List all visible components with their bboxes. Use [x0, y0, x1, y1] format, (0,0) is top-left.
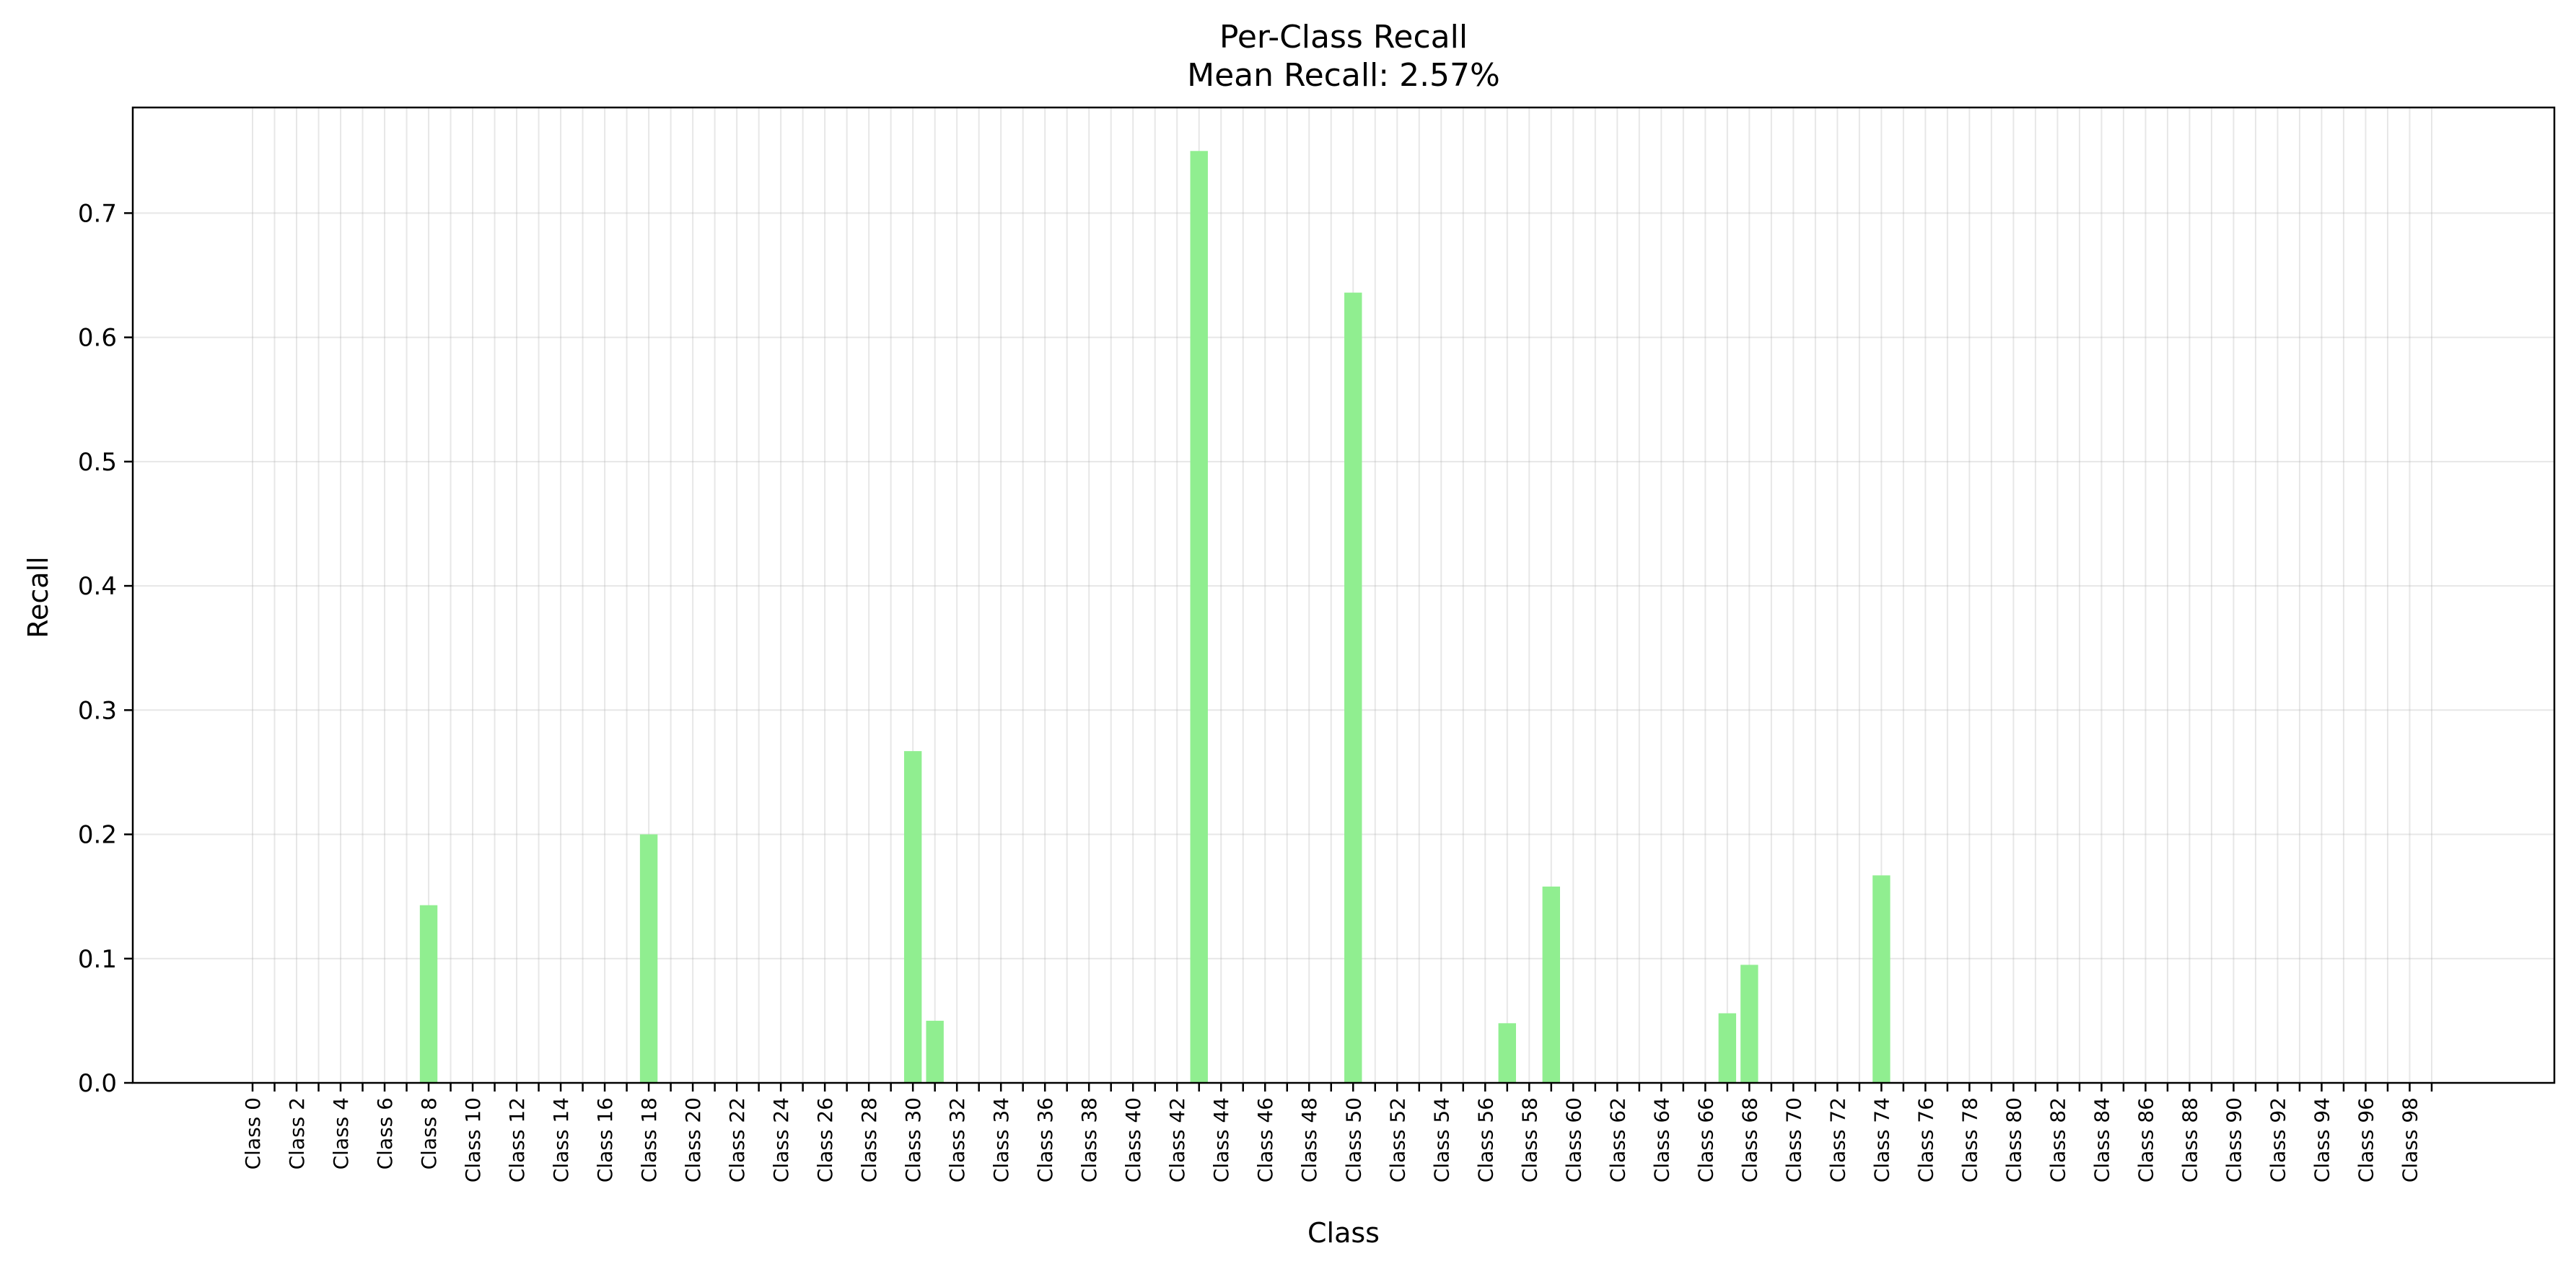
bar-class-74 — [1872, 875, 1891, 1083]
plot-frame — [131, 106, 2556, 1084]
x-tick-label: Class 48 — [1297, 1097, 1321, 1182]
x-tick-label: Class 58 — [1517, 1097, 1541, 1182]
bar-class-8 — [419, 905, 438, 1083]
x-axis: Class 0 Class 2 Class 4 Class 6 Class 8 Class… — [241, 1083, 2433, 1182]
x-tick-label: Class 92 — [2266, 1097, 2290, 1182]
x-tick-label: Class 30 — [901, 1097, 925, 1182]
x-tick-label: Class 26 — [813, 1097, 837, 1182]
x-tick-label: Class 0 — [241, 1097, 265, 1169]
x-tick-label: Class 8 — [417, 1097, 441, 1169]
x-tick-label: Class 4 — [329, 1097, 353, 1169]
x-tick-label: Class 28 — [857, 1097, 881, 1182]
x-tick-label: Class 78 — [1958, 1097, 1981, 1182]
bar-class-43 — [1190, 151, 1208, 1083]
x-tick-label: Class 14 — [549, 1097, 573, 1182]
x-tick-label: Class 86 — [2134, 1097, 2157, 1182]
y-tick-label: 0.7 — [78, 199, 117, 228]
x-tick-label: Class 96 — [2354, 1097, 2378, 1182]
x-tick-label: Class 60 — [1561, 1097, 1585, 1182]
x-tick-label: Class 68 — [1738, 1097, 1761, 1182]
x-tick-label: Class 72 — [1826, 1097, 1849, 1182]
x-tick-label: Class 82 — [2046, 1097, 2069, 1182]
x-tick-label: Class 98 — [2398, 1097, 2422, 1182]
x-tick-label: Class 32 — [945, 1097, 969, 1182]
y-tick-label: 0.6 — [78, 324, 117, 353]
x-tick-label: Class 88 — [2178, 1097, 2202, 1182]
y-tick-label: 0.5 — [78, 448, 117, 477]
x-tick-label: Class 70 — [1782, 1097, 1805, 1182]
x-tick-label: Class 90 — [2222, 1097, 2246, 1182]
x-tick-label: Class 66 — [1694, 1097, 1717, 1182]
x-tick-label: Class 24 — [769, 1097, 793, 1182]
bar-class-59 — [1542, 886, 1560, 1083]
x-tick-label: Class 10 — [461, 1097, 485, 1182]
x-tick-label: Class 74 — [1870, 1097, 1893, 1182]
x-tick-label: Class 2 — [285, 1097, 309, 1169]
bar-layer — [419, 151, 1891, 1084]
x-tick-label: Class 64 — [1650, 1097, 1673, 1182]
y-tick-label: 0.2 — [78, 821, 117, 850]
y-tick-label: 0.3 — [78, 696, 117, 725]
x-tick-label: Class 56 — [1473, 1097, 1497, 1182]
x-tick-label: Class 18 — [637, 1097, 661, 1182]
bar-class-18 — [639, 834, 658, 1083]
bar-class-30 — [903, 751, 922, 1083]
bar-class-50 — [1344, 292, 1362, 1084]
x-tick-label: Class 12 — [505, 1097, 529, 1182]
x-tick-label: Class 16 — [593, 1097, 617, 1182]
x-tick-label: Class 20 — [681, 1097, 705, 1182]
x-tick-label: Class 6 — [373, 1097, 397, 1169]
x-tick-label: Class 36 — [1033, 1097, 1057, 1182]
x-tick-label: Class 54 — [1429, 1097, 1453, 1182]
y-tick-label: 0.0 — [78, 1069, 117, 1098]
y-axis-label: Recall — [22, 556, 54, 638]
x-tick-label: Class 62 — [1605, 1097, 1629, 1182]
x-tick-label: Class 80 — [2002, 1097, 2025, 1182]
x-tick-label: Class 50 — [1341, 1097, 1365, 1182]
x-tick-label: Class 22 — [725, 1097, 749, 1182]
x-tick-label: Class 52 — [1385, 1097, 1409, 1182]
x-tick-label: Class 44 — [1209, 1097, 1233, 1182]
y-axis: 0.0 0.1 0.2 0.3 0.4 0.5 0.6 0.7 — [78, 199, 133, 1098]
bar-class-57 — [1498, 1023, 1516, 1083]
bar-class-67 — [1718, 1013, 1737, 1083]
x-tick-label: Class 76 — [1914, 1097, 1937, 1182]
y-tick-label: 0.4 — [78, 572, 117, 601]
x-tick-label: Class 40 — [1121, 1097, 1145, 1182]
chart-subtitle: Mean Recall: 2.57% — [1187, 57, 1500, 94]
x-tick-label: Class 46 — [1253, 1097, 1277, 1182]
chart-title: Per-Class Recall — [1219, 19, 1468, 56]
y-tick-label: 0.1 — [78, 945, 117, 974]
x-tick-label: Class 94 — [2310, 1097, 2334, 1182]
x-axis-label: Class — [1307, 1217, 1380, 1249]
x-tick-label: Class 34 — [989, 1097, 1013, 1182]
x-tick-label: Class 38 — [1077, 1097, 1101, 1182]
bar-class-31 — [926, 1020, 944, 1083]
x-tick-label: Class 84 — [2090, 1097, 2113, 1182]
x-tick-label: Class 42 — [1165, 1097, 1189, 1182]
bar-class-68 — [1740, 965, 1758, 1083]
